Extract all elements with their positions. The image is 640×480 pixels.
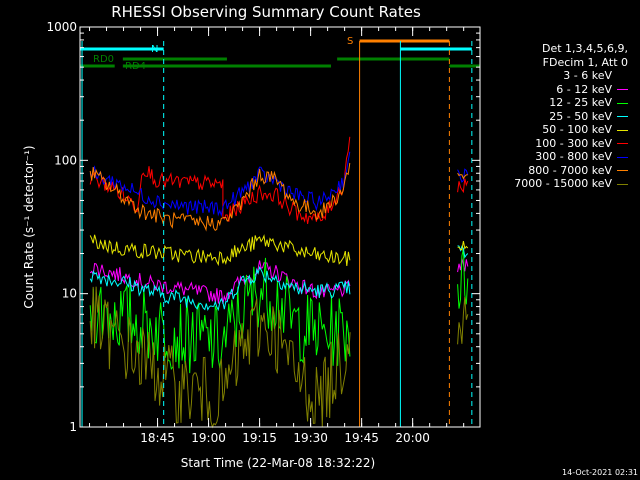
legend-item-label: 7000 - 15000 keV (514, 177, 612, 190)
x-tick-label: 19:15 (242, 431, 277, 445)
series-line-6 (89, 151, 469, 218)
legend-item-label: 100 - 300 keV (535, 136, 612, 150)
y-tick-label: 10 (62, 287, 77, 301)
y-axis: 1 10 100 1000 (46, 20, 480, 434)
legend-item: 100 - 300 keV (514, 137, 628, 151)
legend-swatch (617, 170, 628, 171)
legend-item-label: 300 - 800 keV (535, 150, 612, 163)
legend-item-label: 800 - 7000 keV (528, 163, 612, 177)
legend-swatch (617, 102, 628, 104)
legend-item: 6 - 12 keV (514, 83, 628, 97)
legend-item-label: 3 - 6 keV (563, 69, 612, 82)
legend: Det 1,3,4,5,6,9, FDecim 1, Att 0 3 - 6 k… (514, 42, 628, 191)
series-line-5 (89, 136, 469, 224)
legend-item: 50 - 100 keV (514, 123, 628, 137)
rd4-flag-label: RD4 (125, 61, 146, 72)
legend-header-line-2: FDecim 1, Att 0 (542, 55, 628, 69)
x-axis-label: Start Time (22-Mar-08 18:32:22) (181, 456, 375, 470)
series-line-2 (89, 248, 469, 374)
observing-flags: RD0 RD4 N S (80, 36, 480, 72)
legend-swatch (617, 89, 628, 90)
legend-item-label: 50 - 100 keV (542, 123, 612, 136)
series-line-7 (89, 162, 468, 232)
legend-swatch (617, 143, 628, 144)
legend-item: 300 - 800 keV (514, 150, 628, 164)
x-axis: 18:45 19:00 19:15 19:30 19:45 20:00 (89, 27, 465, 445)
y-tick-label: 1 (69, 420, 77, 434)
legend-header-line-1: Det 1,3,4,5,6,9, (541, 42, 628, 55)
y-axis-label: Count Rate (s⁻¹ detector⁻¹) (22, 145, 36, 308)
timestamp-footer: 14-Oct-2021 02:31 (562, 468, 638, 477)
legend-swatch (617, 116, 628, 117)
legend-item-label: 6 - 12 keV (556, 82, 612, 96)
rd0-flag-label: RD0 (93, 54, 114, 65)
legend-item: 7000 - 15000 keV (514, 177, 628, 191)
x-tick-label: 19:00 (191, 431, 226, 445)
x-tick-label: 20:00 (395, 431, 430, 445)
legend-swatch (617, 183, 628, 185)
x-tick-label: 18:45 (140, 431, 175, 445)
legend-item-label: 12 - 25 keV (549, 96, 612, 109)
saa-flag-label: S (347, 36, 353, 47)
y-tick-label: 1000 (46, 20, 77, 34)
legend-item: 800 - 7000 keV (514, 164, 628, 178)
legend-item: 25 - 50 keV (514, 110, 628, 124)
legend-item: 3 - 6 keV (514, 69, 628, 83)
y-tick-label: 100 (54, 153, 77, 167)
legend-item-label: 25 - 50 keV (549, 109, 612, 123)
series-line-8 (89, 286, 469, 429)
chart-title: RHESSI Observing Summary Count Rates (111, 3, 421, 21)
series-line-4 (89, 234, 469, 267)
plot-area (89, 136, 469, 429)
night-flag-label: N (151, 44, 158, 55)
legend-swatch (617, 75, 628, 77)
x-tick-label: 19:45 (344, 431, 379, 445)
plot-frame (79, 26, 481, 428)
legend-swatch (617, 156, 628, 158)
legend-swatch (617, 129, 628, 131)
vertical-markers (81, 41, 473, 427)
x-tick-label: 19:30 (293, 431, 328, 445)
legend-item: 12 - 25 keV (514, 96, 628, 110)
